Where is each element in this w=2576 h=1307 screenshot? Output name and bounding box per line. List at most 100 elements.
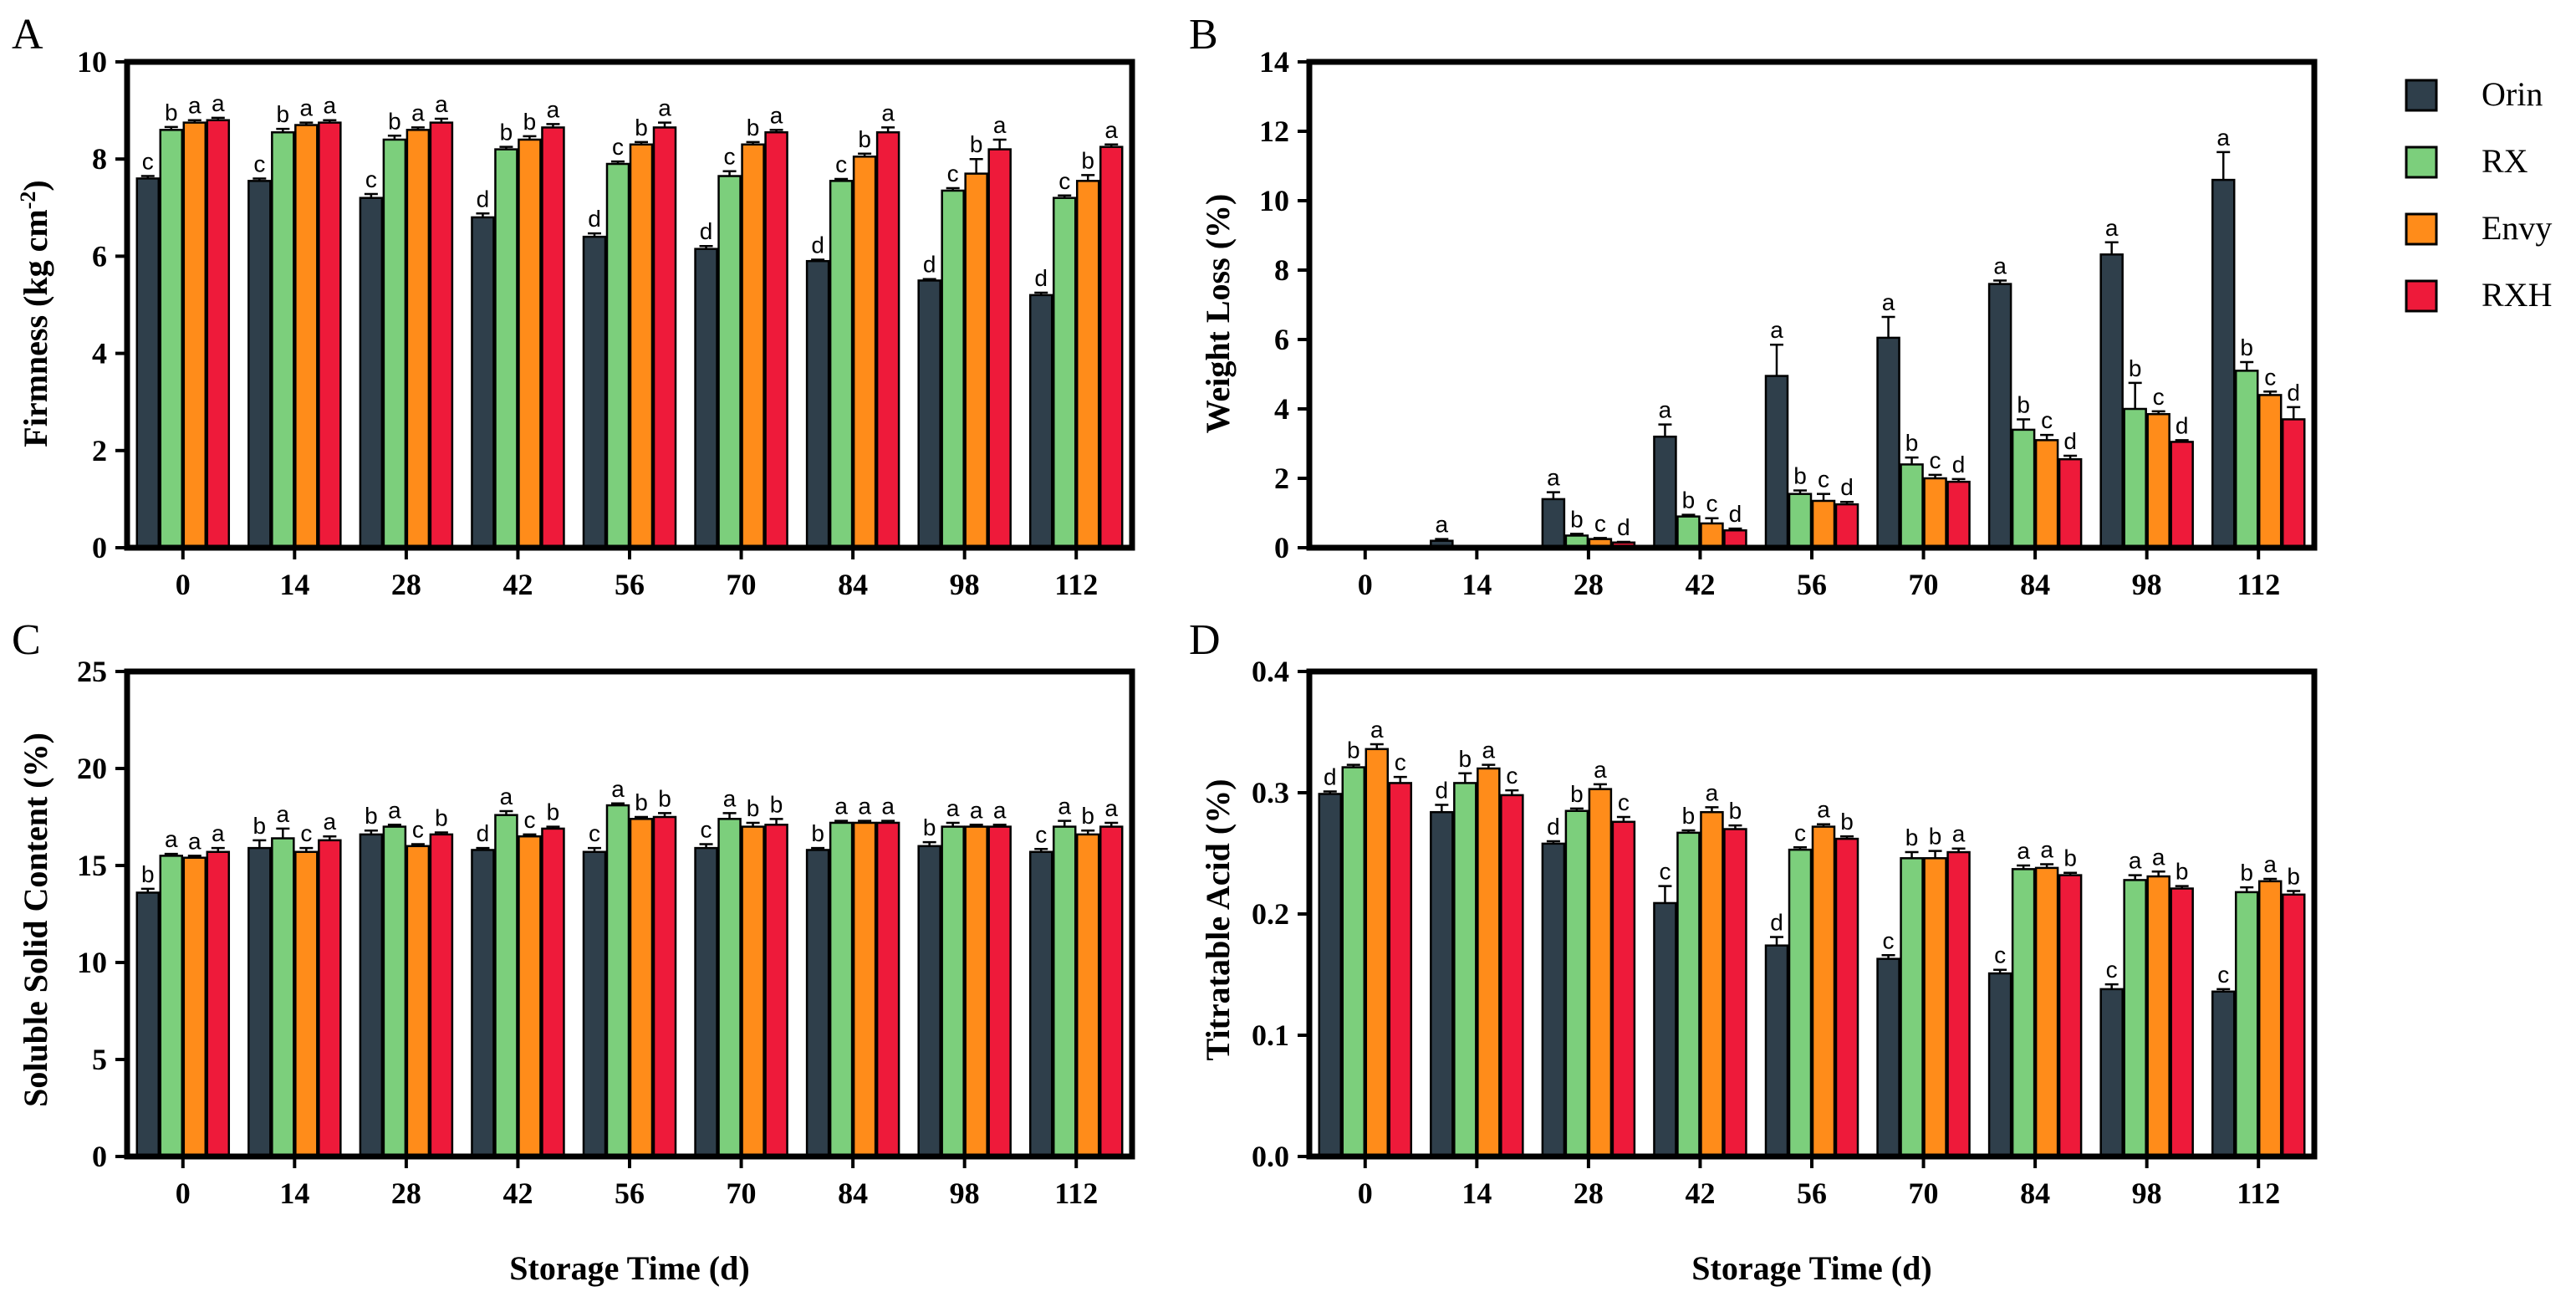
panel-b-x-tick-label: 84: [2020, 568, 2050, 601]
panel-a-significance-letter: a: [993, 112, 1007, 138]
panel-a-bar-rx: [159, 129, 184, 549]
panel-b-bar-orin: [2211, 178, 2236, 549]
panel-b-significance-letter: a: [2216, 125, 2230, 151]
panel-d-significance-letter: b: [2240, 860, 2253, 886]
panel-c-significance-letter: b: [365, 803, 378, 829]
panel-c-significance-letter: a: [1058, 794, 1071, 819]
panel-c-x-tick-label: 98: [950, 1177, 980, 1210]
panel-b-significance-letter: d: [1617, 514, 1630, 540]
panel-d-significance-letter: a: [1482, 738, 1496, 763]
panel-d-bar-rx: [2234, 891, 2259, 1158]
panel-b-significance-letter: a: [1547, 465, 1560, 491]
panel-c-bar-rxh: [764, 824, 788, 1158]
panel-d-bar-orin: [1653, 901, 1677, 1158]
panel-d-bar-rxh: [1500, 794, 1524, 1158]
panel-d-bar-envy: [2034, 866, 2059, 1158]
panel-a-significance-letter: c: [253, 151, 265, 176]
panel-d-significance-letter: b: [1570, 781, 1584, 807]
panel-b-significance-letter: c: [2153, 384, 2165, 410]
panel-letter-d: D: [1189, 616, 1221, 664]
panel-c-bar-envy: [629, 818, 654, 1158]
panel-d-bar-rxh: [1834, 837, 1859, 1158]
panel-b-x-tick-label: 28: [1574, 568, 1604, 601]
panel-a-x-tick-label: 84: [838, 568, 868, 601]
panel-letter-a: A: [12, 11, 43, 59]
panel-d-bar-rx: [1676, 831, 1701, 1158]
panel-b-significance-letter: c: [1594, 510, 1606, 536]
panel-a-significance-letter: c: [835, 151, 847, 177]
panel-a-bar-rx: [1052, 197, 1077, 549]
panel-b-bar-envy: [2257, 394, 2283, 549]
panel-d-x-tick-label: 56: [1797, 1177, 1827, 1210]
panel-d-y-tick-label: 0.2: [1252, 897, 1289, 931]
panel-c-bar-orin: [805, 849, 830, 1158]
panel-b-significance-letter: b: [2017, 391, 2030, 417]
panel-c-significance-letter: a: [212, 820, 225, 846]
panel-d-bar-envy: [2257, 880, 2283, 1158]
panel-d-plot-frame: [1306, 668, 2318, 1160]
panel-c-bar-rxh: [652, 815, 677, 1158]
panel-d-x-tick-label: 98: [2132, 1177, 2162, 1210]
panel-a-significance-letter: b: [1081, 147, 1094, 173]
panel-c-bar-rxh: [1099, 825, 1124, 1158]
panel-c-significance-letter: b: [1081, 803, 1094, 829]
panel-c-significance-letter: a: [723, 785, 737, 811]
panel-c-y-tick-label: 25: [77, 655, 107, 688]
panel-b-bar-rx: [1900, 463, 1924, 549]
panel-c-significance-letter: a: [834, 794, 848, 819]
panel-c-bar-orin: [582, 850, 607, 1158]
panel-d-significance-letter: b: [1840, 809, 1854, 835]
panel-a-significance-letter: d: [477, 186, 490, 212]
panel-c-significance-letter: b: [253, 813, 267, 839]
panel-d-bar-envy: [1700, 810, 1724, 1158]
panel-a-bar-rx: [717, 175, 742, 549]
panel-c-significance-letter: b: [923, 814, 936, 840]
panel-d-significance-letter: c: [2217, 962, 2229, 988]
panel-d-bar-orin: [1764, 944, 1789, 1158]
panel-c-significance-letter: d: [477, 820, 490, 846]
panel-b-bar-envy: [2146, 412, 2170, 549]
panel-b-significance-letter: b: [1570, 506, 1584, 532]
legend-label-rx: RX: [2482, 142, 2528, 180]
panel-d-bar-orin: [1318, 793, 1343, 1158]
panel-c-y-tick-label: 10: [77, 946, 107, 979]
legend-label-orin: Orin: [2482, 75, 2543, 113]
panel-b-x-tick-label: 56: [1797, 568, 1827, 601]
panel-d-significance-letter: b: [1729, 798, 1742, 824]
panel-b-y-tick-label: 6: [1274, 323, 1289, 356]
panel-a-bar-rxh: [875, 130, 900, 549]
panel-c-x-tick-label: 112: [1054, 1177, 1098, 1210]
panel-b-bar-envy: [1700, 522, 1724, 549]
panel-c-significance-letter: a: [165, 826, 178, 852]
panel-c-significance-letter: b: [635, 789, 648, 815]
panel-c-significance-letter: c: [300, 820, 312, 846]
panel-b-x-tick-label: 0: [1358, 568, 1373, 601]
panel-c-bar-orin: [694, 846, 718, 1158]
panel-a-bar-orin: [582, 235, 607, 549]
panel-d-bar-envy: [2146, 875, 2170, 1158]
panel-c-significance-letter: b: [658, 785, 671, 811]
panel-c-plot-frame: [124, 668, 1135, 1160]
panel-b-bar-rx: [1676, 515, 1701, 549]
panel-d-significance-letter: c: [1659, 859, 1671, 885]
panel-b-y-tick-label: 4: [1274, 392, 1289, 426]
panel-a-significance-letter: d: [588, 206, 601, 232]
panel-b-significance-letter: a: [1882, 289, 1895, 315]
panel-b-bar-orin: [1541, 498, 1566, 549]
panel-c-bar-rxh: [429, 833, 454, 1158]
panel-a-significance-letter: b: [858, 126, 871, 152]
legend-item-rx: RX: [2405, 142, 2528, 180]
panel-a-significance-letter: a: [881, 100, 895, 125]
panel-a-significance-letter: b: [635, 115, 648, 140]
panel-b-bar-rx: [1788, 493, 1813, 549]
panel-c-significance-letter: b: [811, 820, 824, 846]
panel-d-y-axis-title: Titratable Acid (%): [1199, 779, 1237, 1060]
panel-a-bar-orin: [1028, 294, 1053, 549]
panel-d-x-axis-title: Storage Time (d): [1691, 1249, 1931, 1287]
legend-item-envy: Envy: [2405, 209, 2552, 247]
panel-a-bar-rx: [382, 138, 407, 549]
panel-a-significance-letter: c: [142, 149, 154, 175]
panel-d-significance-letter: b: [1347, 738, 1360, 763]
